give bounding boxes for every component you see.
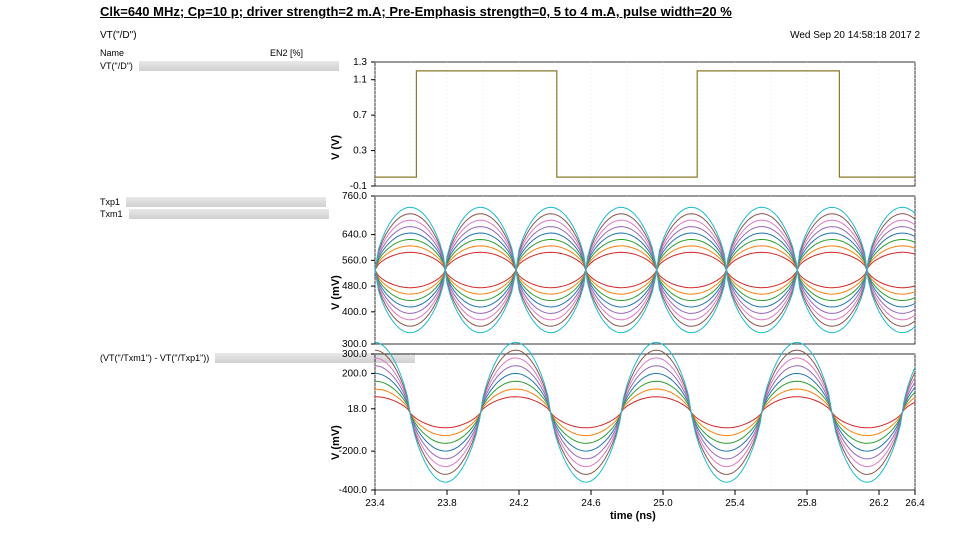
svg-text:23.8: 23.8 xyxy=(437,498,457,509)
svg-text:400.0: 400.0 xyxy=(342,307,367,318)
svg-text:23.4: 23.4 xyxy=(365,498,385,509)
svg-text:25.4: 25.4 xyxy=(725,498,745,509)
svg-text:0.3: 0.3 xyxy=(353,146,367,157)
svg-text:200.0: 200.0 xyxy=(342,368,367,379)
svg-text:300.0: 300.0 xyxy=(342,349,367,360)
svg-text:18.0: 18.0 xyxy=(348,404,368,415)
svg-text:560.0: 560.0 xyxy=(342,255,367,266)
svg-text:26.4: 26.4 xyxy=(905,498,925,509)
svg-text:1.3: 1.3 xyxy=(353,57,367,68)
svg-text:0.7: 0.7 xyxy=(353,110,367,121)
svg-text:24.6: 24.6 xyxy=(581,498,601,509)
svg-text:1.1: 1.1 xyxy=(353,75,367,86)
svg-text:480.0: 480.0 xyxy=(342,281,367,292)
svg-text:26.2: 26.2 xyxy=(869,498,889,509)
svg-text:760.0: 760.0 xyxy=(342,191,367,202)
waveform-plot: -0.10.30.71.11.3300.0400.0480.0560.0640.… xyxy=(0,0,960,540)
svg-text:-400.0: -400.0 xyxy=(339,485,368,496)
svg-text:640.0: 640.0 xyxy=(342,230,367,241)
svg-text:24.2: 24.2 xyxy=(509,498,529,509)
svg-text:25.8: 25.8 xyxy=(797,498,817,509)
svg-text:25.0: 25.0 xyxy=(653,498,673,509)
svg-text:-200.0: -200.0 xyxy=(339,446,368,457)
